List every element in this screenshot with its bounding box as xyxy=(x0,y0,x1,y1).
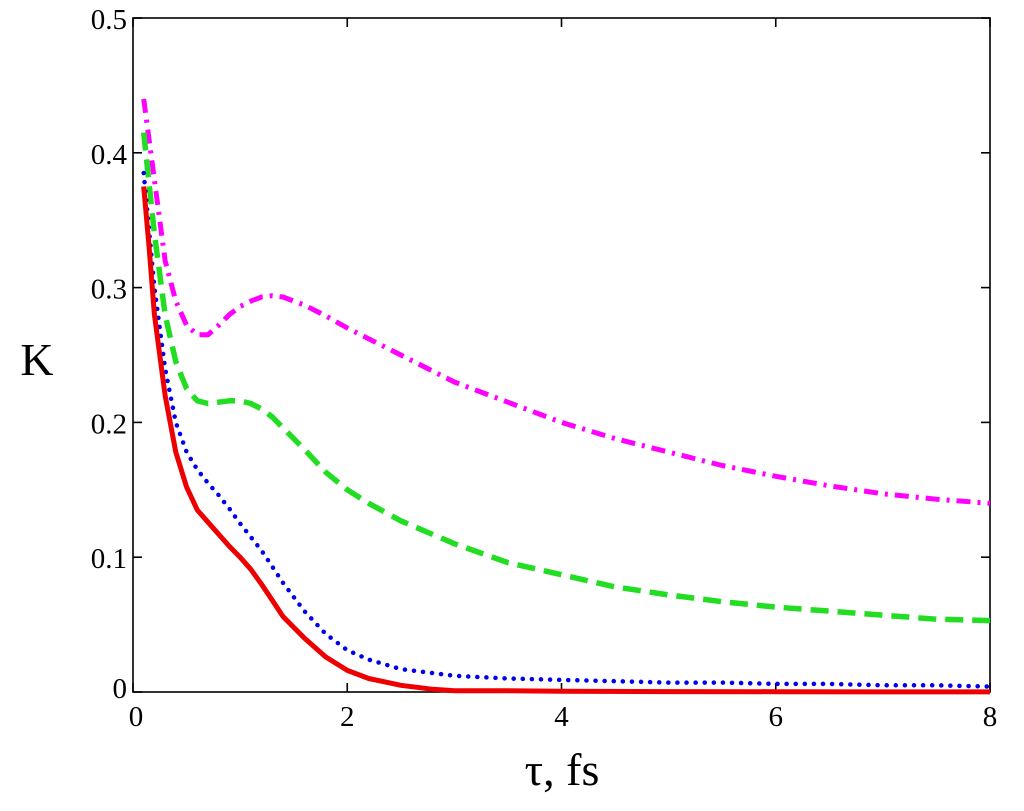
series-blue-dotted xyxy=(141,170,993,689)
x-tick-label: 2 xyxy=(340,701,355,733)
y-tick-label: 0.5 xyxy=(91,4,127,36)
x-tick-label: 4 xyxy=(554,701,569,733)
plot-area xyxy=(132,17,991,693)
series-magenta-dash-dot xyxy=(141,98,991,506)
y-tick-label: 0.1 xyxy=(91,543,127,575)
x-tick-label: 8 xyxy=(983,701,998,733)
x-tick-label: 0 xyxy=(129,701,144,733)
y-axis-title: K xyxy=(20,334,53,385)
y-tick-label: 0.4 xyxy=(91,139,128,171)
x-axis-title: τ, fs xyxy=(525,744,600,795)
series-layer xyxy=(140,98,993,695)
series-green-dashed xyxy=(140,132,991,624)
y-tick-label: 0.2 xyxy=(91,408,127,440)
y-tick-label: 0.3 xyxy=(91,274,127,306)
tick-labels: 0 2 4 6 8 0 0.1 0.2 0.3 0.4 0.5 xyxy=(91,4,998,733)
series-red-solid xyxy=(141,186,990,695)
y-tick-label: 0 xyxy=(113,673,128,705)
x-tick-label: 6 xyxy=(769,701,784,733)
